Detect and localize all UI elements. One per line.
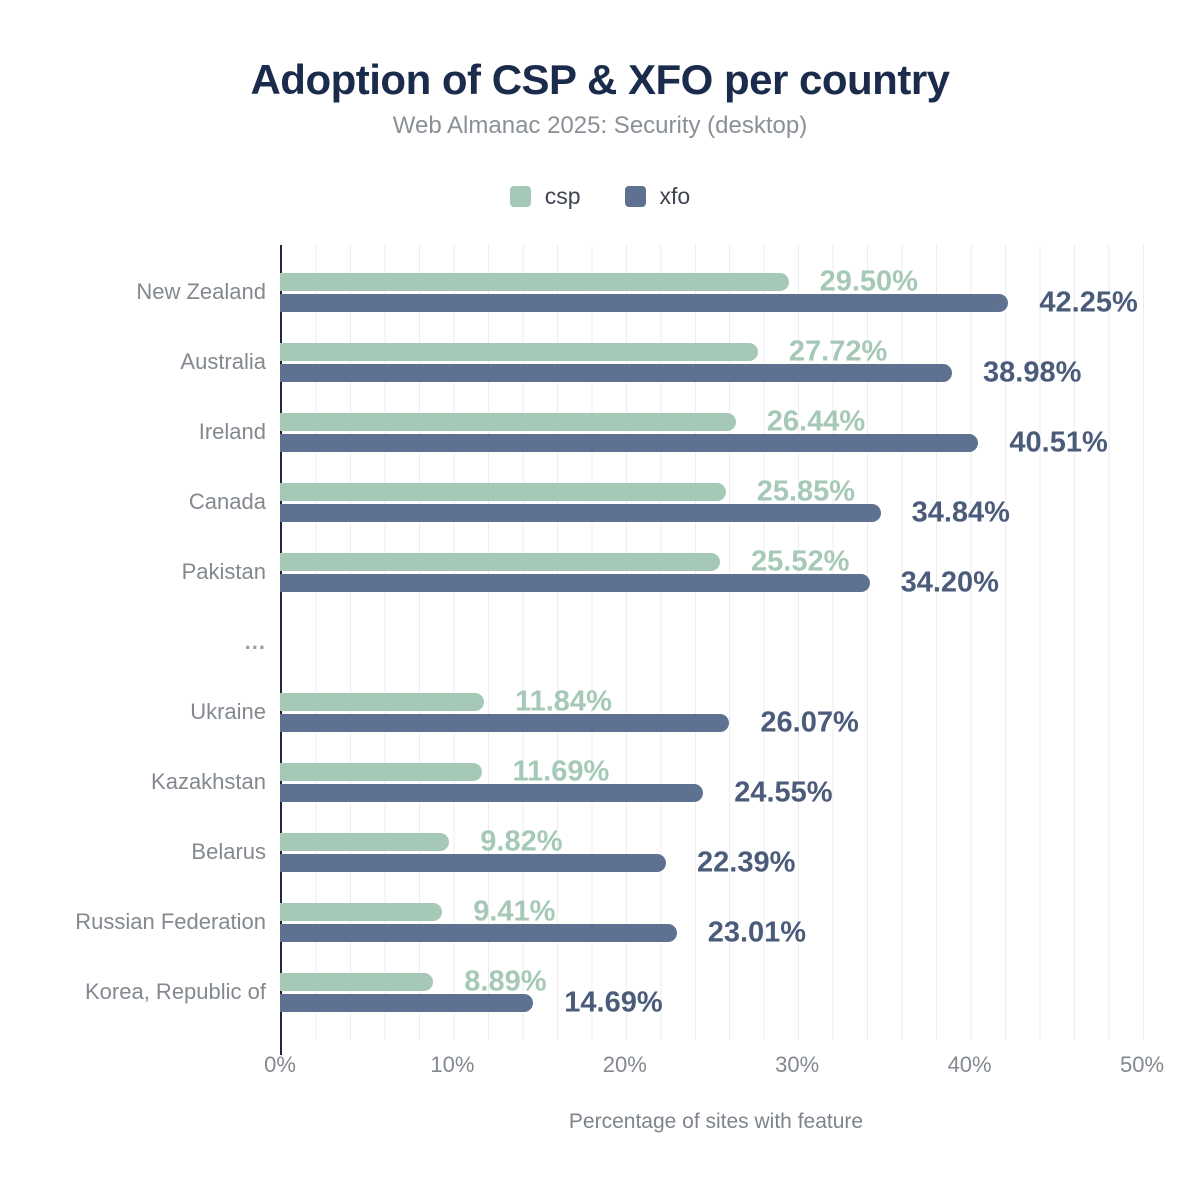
bar-xfo: 38.98% <box>280 356 1081 388</box>
bar-xfo: 40.51% <box>280 426 1108 458</box>
bar-value-label-xfo: 40.51% <box>1009 426 1108 458</box>
bar-value-label-csp: 26.44% <box>766 405 866 437</box>
bar-value-label-xfo: 23.01% <box>707 916 807 948</box>
row-label: Belarus <box>191 839 266 864</box>
bar-value-label-xfo: 38.98% <box>983 356 1082 388</box>
bar-value-label-csp: 11.69% <box>512 755 610 787</box>
row-bars: 11.69% 24.55% <box>280 747 1200 817</box>
bar-value-label-csp: 9.82% <box>480 825 563 857</box>
x-axis-tick-label: 10% <box>430 1052 475 1077</box>
chart-row: Belarus 9.82% 22.39% <box>0 817 1200 887</box>
bar-xfo: 34.84% <box>280 496 1010 528</box>
chart-row: New Zealand 29.50% 42.25% <box>0 257 1200 327</box>
row-label: Ukraine <box>190 699 266 724</box>
chart-row: Australia 27.72% 38.98% <box>0 327 1200 397</box>
row-bars: 11.84% 26.07% <box>280 677 1200 747</box>
x-axis-tick-label: 0% <box>264 1052 296 1077</box>
bar-value-label-csp: 9.41% <box>473 895 556 927</box>
row-bars: 25.85% 34.84% <box>280 467 1200 537</box>
chart-title: Adoption of CSP & XFO per country <box>250 56 950 103</box>
bar-csp: 26.44% <box>280 405 865 437</box>
bar-xfo: 26.07% <box>280 706 859 738</box>
ellipsis-row: ... <box>0 607 1200 677</box>
chart-row: Ukraine 11.84% 26.07% <box>0 677 1200 747</box>
row-bars: 27.72% 38.98% <box>280 327 1200 397</box>
bar-value-label-csp: 8.89% <box>464 965 547 997</box>
chart-row: Kazakhstan 11.69% 24.55% <box>0 747 1200 817</box>
bar-value-label-xfo: 24.55% <box>734 776 833 808</box>
row-bars: 26.44% 40.51% <box>280 397 1200 467</box>
bar-value-label-csp: 25.52% <box>751 545 850 577</box>
bar-value-label-xfo: 42.25% <box>1039 286 1138 318</box>
chart-row: Ireland 26.44% 40.51% <box>0 397 1200 467</box>
bar-xfo: 23.01% <box>280 916 806 948</box>
x-axis-tick-label: 30% <box>775 1052 820 1077</box>
row-label: Ireland <box>198 419 266 444</box>
chart-row: Korea, Republic of 8.89% 14.69% <box>0 957 1200 1027</box>
legend-swatch-xfo <box>624 186 646 207</box>
bar-csp: 25.85% <box>280 475 855 507</box>
bar-xfo: 24.55% <box>280 776 833 808</box>
bar-value-label-csp: 25.85% <box>756 475 856 507</box>
row-bars <box>280 607 1200 677</box>
chart-row: Pakistan 25.52% 34.20% <box>0 537 1200 607</box>
legend-swatch-csp <box>509 186 531 207</box>
chart-row: Canada 25.85% 34.84% <box>0 467 1200 537</box>
bar-value-label-xfo: 22.39% <box>697 846 796 878</box>
chart-subtitle: Web Almanac 2025: Security (desktop) <box>392 112 808 139</box>
legend-item-xfo: xfo <box>624 183 691 210</box>
bar-value-label-xfo: 34.84% <box>911 496 1010 528</box>
bar-xfo: 34.20% <box>280 566 999 598</box>
bar-csp: 25.52% <box>280 545 849 577</box>
bar-xfo: 14.69% <box>280 986 663 1018</box>
row-bars: 25.52% 34.20% <box>280 537 1200 607</box>
bar-csp: 9.41% <box>280 895 555 927</box>
row-bars: 8.89% 14.69% <box>280 957 1200 1027</box>
row-label: New Zealand <box>136 279 266 304</box>
row-label: Korea, Republic of <box>85 979 266 1004</box>
row-label: Kazakhstan <box>151 769 266 794</box>
bar-value-label-csp: 11.84% <box>515 685 612 717</box>
row-bars: 29.50% 42.25% <box>280 257 1200 327</box>
x-axis-tick-label: 50% <box>1119 1052 1165 1077</box>
bar-value-label-xfo: 26.07% <box>760 706 859 738</box>
x-axis-tick-label: 20% <box>602 1052 647 1077</box>
chart-row: Russian Federation 9.41% 23.01% <box>0 887 1200 957</box>
row-label: Canada <box>188 489 266 514</box>
bar-csp: 11.69% <box>280 755 609 787</box>
row-label: ... <box>244 629 266 654</box>
bar-value-label-xfo: 14.69% <box>564 986 663 1018</box>
chart-rows: New Zealand 29.50% 42.25% Australia 27.72… <box>0 257 1200 1027</box>
row-bars: 9.82% 22.39% <box>280 817 1200 887</box>
bar-csp: 8.89% <box>280 965 547 997</box>
row-bars: 9.41% 23.01% <box>280 887 1200 957</box>
legend-item-csp: csp <box>509 183 581 210</box>
bar-csp: 29.50% <box>280 265 918 297</box>
bar-csp: 9.82% <box>280 825 563 857</box>
bar-csp: 27.72% <box>280 335 887 367</box>
bar-value-label-csp: 27.72% <box>788 335 888 367</box>
plot-area: New Zealand 29.50% 42.25% Australia 27.72… <box>0 245 1200 1055</box>
legend-label: xfo <box>659 183 691 209</box>
bar-value-label-xfo: 34.20% <box>900 566 999 598</box>
x-axis: 0% 10% 20% 30% 40% 50% <box>0 1052 1200 1080</box>
x-axis-title: Percentage of sites with feature <box>568 1110 864 1133</box>
bar-xfo: 22.39% <box>280 846 795 878</box>
legend-label: csp <box>544 183 581 209</box>
bar-xfo: 42.25% <box>280 286 1138 318</box>
row-label: Pakistan <box>181 559 266 584</box>
legend: csp xfo <box>0 183 1200 210</box>
row-label: Russian Federation <box>75 909 266 934</box>
x-axis-tick-label: 40% <box>947 1052 992 1077</box>
bar-value-label-csp: 29.50% <box>819 265 918 297</box>
row-label: Australia <box>180 349 266 374</box>
bar-csp: 11.84% <box>280 685 612 717</box>
